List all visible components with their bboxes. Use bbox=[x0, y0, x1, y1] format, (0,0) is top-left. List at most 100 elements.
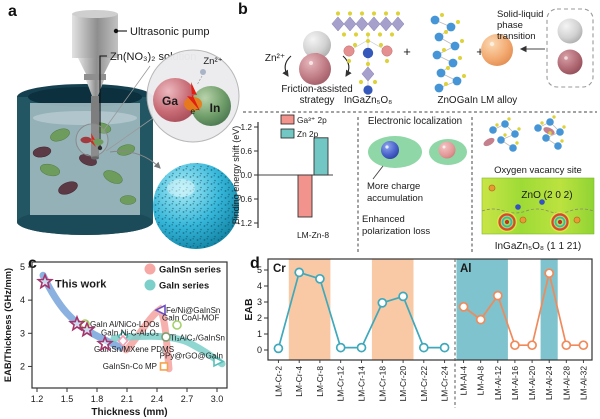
x-tick-label: 2.4 bbox=[151, 394, 164, 404]
loss-line2: polarization loss bbox=[362, 226, 430, 237]
pump-label: Ultrasonic pump bbox=[130, 26, 209, 38]
star-marker bbox=[96, 334, 114, 352]
panel-a-illustration: Ultrasonic pump Zn(NO₃)₂ solution Ga bbox=[17, 10, 240, 249]
y-tick-label: 0.6 bbox=[240, 146, 252, 156]
ga-sphere bbox=[153, 78, 197, 122]
eab-composition-line-chart: 0 1 2 3 4 5 EAB LM-Cr-2 LM-Cr-4 LM-Cr-8 LM-Cr-12 LM… bbox=[243, 258, 593, 408]
category-label: LM-Cr-18 bbox=[377, 366, 387, 402]
y-tick-label: -1.2 bbox=[238, 218, 253, 228]
series-point bbox=[273, 343, 284, 354]
zno-structure bbox=[430, 13, 466, 93]
friction-arrow-left bbox=[282, 55, 292, 77]
alloy-zoom-circle: Ga In e⁻ Zn²⁺ bbox=[146, 49, 240, 143]
legend-swatch bbox=[280, 114, 295, 125]
category-label: LM-Cr-2 bbox=[273, 366, 283, 397]
star-marker bbox=[78, 320, 96, 338]
friction-strategy: Zn²⁺ Friction-assisted strategy bbox=[265, 31, 353, 106]
panel-d-label: d bbox=[250, 255, 260, 272]
oxygen-vacancy-section: Oxygen vacancy site ZnO (2 0 2) bbox=[481, 115, 595, 252]
series-point bbox=[475, 314, 486, 325]
series-point bbox=[398, 291, 408, 302]
data-point-circle bbox=[161, 332, 171, 342]
data-point-square bbox=[159, 362, 169, 371]
category-label: LM-Al-8 bbox=[476, 366, 486, 396]
x-tick-label: 2.1 bbox=[121, 394, 134, 404]
highlight-band bbox=[540, 259, 558, 360]
annotation-pump: Ultrasonic pump bbox=[113, 26, 209, 38]
eab-thickness-scatter-chart: 1.2 1.5 1.8 2.1 2.4 2.7 3.0 2 3 4 5 Thickness (mm) E… bbox=[3, 261, 228, 418]
category-label: LM-Cr-4 bbox=[294, 366, 304, 397]
plot-frame bbox=[267, 258, 593, 361]
binding-energy-bar-chart: 1.2 0.6 0.0 -0.6 -1.2 Ga³⁺ 2p Zn 2p LM-Zn-8 Bind… bbox=[231, 114, 333, 240]
charge-ring-2 bbox=[550, 212, 570, 232]
group-label-Cr: Cr bbox=[273, 263, 286, 275]
x-tick-label: 1.2 bbox=[31, 394, 44, 404]
series-point bbox=[561, 340, 572, 351]
plus-sign: + bbox=[476, 44, 484, 59]
magnifier-source-circle bbox=[75, 65, 154, 157]
group-label-Al: Al bbox=[460, 263, 472, 275]
series-point bbox=[527, 340, 537, 351]
y-tick-label: 0 bbox=[257, 345, 262, 355]
highlight-dot bbox=[489, 41, 495, 47]
zno-label: ZnO bbox=[437, 95, 456, 106]
dashed-box bbox=[546, 8, 594, 88]
point-label: GaIn CoAl-MOF bbox=[162, 314, 219, 323]
x-tick-label: 2.7 bbox=[181, 394, 194, 404]
y-tick-label: 4 bbox=[257, 281, 262, 291]
point-label: Fe/Ni@GaInSn bbox=[166, 306, 220, 315]
ga-label: Ga bbox=[162, 94, 178, 108]
category-label: LM-Cr-12 bbox=[336, 366, 346, 402]
x-category-label: LM-Zn-8 bbox=[297, 230, 329, 240]
zno-plane-label: ZnO (2 0 2) bbox=[521, 190, 572, 201]
category-label: LM-Cr-20 bbox=[398, 366, 408, 402]
plus-sign: + bbox=[403, 44, 411, 59]
series-point bbox=[544, 268, 555, 279]
plot-frame bbox=[31, 261, 228, 389]
data-point-circle bbox=[172, 320, 182, 330]
point-label: PPy@rGO@GaIn bbox=[160, 352, 223, 361]
friction-arrow-right bbox=[342, 55, 352, 77]
charge-line1: More charge bbox=[367, 181, 420, 192]
category-label: LM-Al-20 bbox=[527, 366, 537, 400]
reactor-container bbox=[17, 84, 153, 235]
point-label: GaIn Al/NiCo-LDOs bbox=[90, 320, 159, 329]
series-line-Al bbox=[463, 273, 584, 347]
igzo-label: InGaZn₅O₈ bbox=[344, 95, 392, 106]
y-tick-label: 3 bbox=[20, 328, 25, 338]
x-axis-label: Thickness (mm) bbox=[91, 407, 167, 418]
panel-b-label: b bbox=[238, 1, 248, 18]
loss-line1: Enhanced bbox=[362, 214, 405, 225]
series-point bbox=[492, 290, 503, 301]
y-tick-label: 4 bbox=[20, 295, 25, 305]
point-label: GaInSn-Co MP bbox=[103, 362, 157, 371]
charge-line2: accumulation bbox=[367, 193, 423, 204]
category-label: LM-Al-28 bbox=[561, 366, 571, 400]
legend-label: Zn 2p bbox=[297, 129, 319, 139]
series-point bbox=[377, 297, 388, 308]
phase-line1: Solid-liquid bbox=[497, 9, 543, 20]
trend-curve-gain bbox=[110, 332, 226, 368]
x-tick-label: 3.0 bbox=[211, 394, 224, 404]
legend-label: GaIn series bbox=[159, 281, 209, 291]
zn-ion-label: Zn²⁺ bbox=[265, 53, 285, 64]
in-label: In bbox=[210, 101, 221, 115]
series-point bbox=[356, 342, 367, 353]
y-axis-label: Binding energy shift (eV) bbox=[231, 126, 241, 225]
lm-alloy-sphere bbox=[481, 34, 513, 66]
data-point-diamond bbox=[117, 334, 129, 348]
phase-transition: Solid-liquid phase transition bbox=[497, 8, 594, 88]
panel-b-illustration: Zn²⁺ Friction-assisted strategy bbox=[243, 8, 597, 253]
highlight-band bbox=[371, 259, 414, 360]
y-tick-label: 0.0 bbox=[240, 170, 252, 180]
series-point bbox=[578, 340, 589, 351]
category-label: LM-Cr-8 bbox=[315, 366, 325, 397]
bar bbox=[297, 174, 313, 218]
y-tick-label: 5 bbox=[20, 262, 25, 272]
trend-curve-this-work bbox=[39, 271, 126, 352]
series-point bbox=[294, 267, 305, 278]
series-point bbox=[458, 301, 469, 312]
vacancy-cluster-2 bbox=[534, 115, 566, 150]
legend-swatch bbox=[280, 128, 295, 139]
ultrasonic-pump bbox=[72, 10, 118, 160]
